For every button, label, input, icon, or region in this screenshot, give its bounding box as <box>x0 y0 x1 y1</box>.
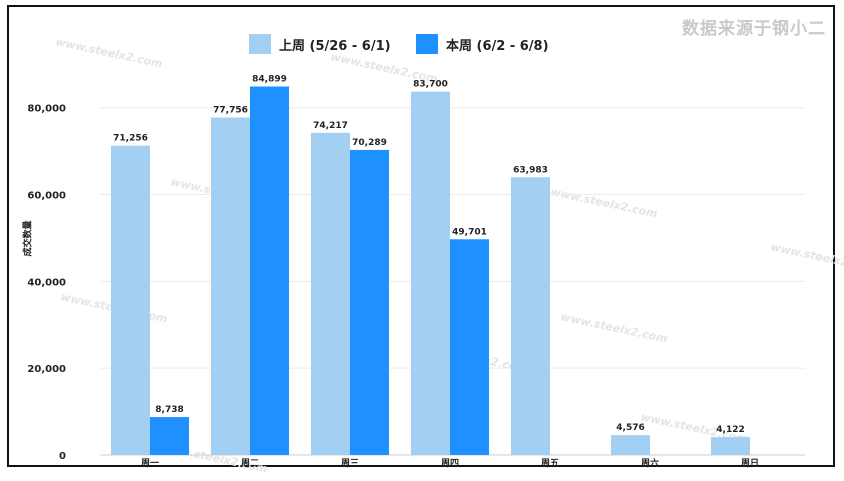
watermark-text: www.steelx2.com <box>559 310 668 345</box>
x-tick-label: 周六 <box>641 457 659 469</box>
legend-label-this-week: 本周 (6/2 - 6/8) <box>446 38 549 54</box>
y-tick-label: 40,000 <box>27 277 66 288</box>
bar-this-week <box>150 417 189 455</box>
legend-item-this-week[interactable]: 本周 (6/2 - 6/8) <box>416 34 549 54</box>
bar-last-week <box>611 435 650 455</box>
data-label: 71,256 <box>113 134 148 144</box>
bar-last-week <box>311 132 350 455</box>
data-label: 74,217 <box>313 121 348 131</box>
data-label: 8,738 <box>155 405 183 415</box>
data-label: 70,289 <box>352 138 387 148</box>
data-label: 77,756 <box>213 105 248 115</box>
chart-legend: 上周 (5/26 - 6/1) 本周 (6/2 - 6/8) <box>0 34 844 56</box>
bar-last-week <box>111 145 150 456</box>
y-tick-label: 80,000 <box>27 104 66 115</box>
data-label: 83,700 <box>413 80 448 90</box>
legend-swatch-this-week <box>416 34 438 54</box>
x-tick-label: 周二 <box>241 458 259 469</box>
bar-last-week <box>411 91 450 455</box>
legend-label-last-week: 上周 (5/26 - 6/1) <box>279 38 391 54</box>
bar-last-week <box>211 117 250 455</box>
data-label: 63,983 <box>513 165 548 175</box>
bar-this-week <box>350 149 389 455</box>
data-label: 4,122 <box>716 425 744 435</box>
x-tick-label: 周一 <box>141 458 159 469</box>
bar-this-week <box>250 86 289 455</box>
data-label: 49,701 <box>452 227 487 237</box>
watermark-text: www.steelx2.com <box>549 185 658 220</box>
x-tick-label: 周三 <box>341 458 359 469</box>
data-label: 4,576 <box>616 423 644 433</box>
bar-last-week <box>511 177 550 455</box>
y-tick-label: 0 <box>59 451 66 462</box>
x-tick-label: 周日 <box>741 458 759 469</box>
brand-watermark: 数据来源于钢小二 <box>682 19 826 39</box>
x-tick-label: 周五 <box>541 458 559 469</box>
legend-swatch-last-week <box>249 34 271 54</box>
watermark-text: www.steelx2.com <box>769 240 844 275</box>
y-tick-label: 60,000 <box>27 191 66 202</box>
x-tick-label: 周四 <box>441 458 459 469</box>
y-tick-label: 20,000 <box>27 364 66 375</box>
data-label: 84,899 <box>252 74 287 84</box>
bar-last-week <box>711 437 750 455</box>
watermark-text: www.steelx2.com <box>54 35 163 70</box>
bar-this-week <box>450 239 489 455</box>
legend-item-last-week[interactable]: 上周 (5/26 - 6/1) <box>249 34 391 54</box>
